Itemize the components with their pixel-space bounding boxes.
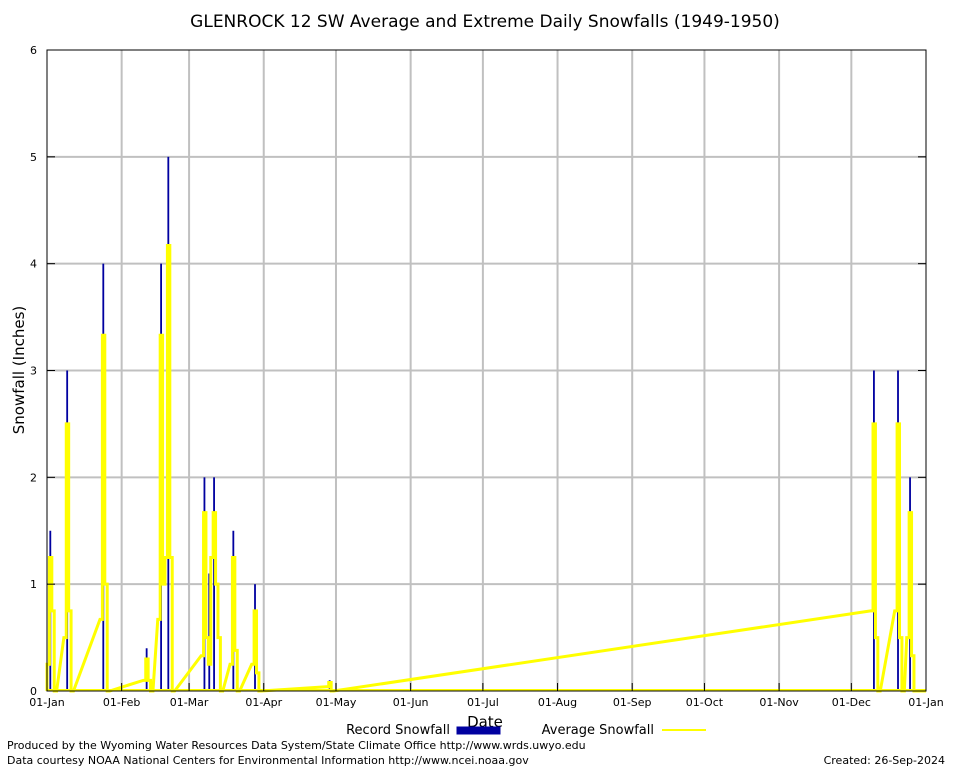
footer-produced-by: Produced by the Wyoming Water Resources … [7, 739, 586, 752]
legend-record-label: Record Snowfall [346, 723, 450, 738]
y-tick-label: 0 [30, 685, 37, 698]
y-tick-label: 3 [30, 365, 37, 378]
y-tick-label: 6 [30, 44, 37, 57]
y-tick-label: 4 [30, 258, 37, 271]
x-tick-label: 01-Jun [393, 696, 429, 709]
y-tick-label: 1 [30, 578, 37, 591]
x-tick-label: 01-May [316, 696, 357, 709]
y-axis-label: Snowfall (Inches) [10, 306, 28, 434]
x-tick-label: 01-Oct [686, 696, 724, 709]
chart-title: GLENROCK 12 SW Average and Extreme Daily… [190, 12, 780, 32]
legend-record-swatch [456, 726, 501, 735]
legend: Record Snowfall Average Snowfall [346, 723, 706, 738]
x-tick-label: 01-Jan [29, 696, 65, 709]
x-tick-label: 01-Jul [467, 696, 499, 709]
x-tick-label: 01-Dec [832, 696, 871, 709]
average-snowfall-line [45, 244, 926, 693]
record-snowfall-bar [213, 477, 215, 691]
x-tick-label: 01-Nov [759, 696, 799, 709]
footer-data-courtesy: Data courtesy NOAA National Centers for … [7, 754, 529, 767]
legend-average-label: Average Snowfall [542, 723, 654, 738]
x-tick-label: 01-Mar [170, 696, 209, 709]
y-tick-label: 5 [30, 151, 37, 164]
plot-frame [46, 49, 927, 692]
x-tick-label: 01-Jan [908, 696, 944, 709]
x-tick-label: 01-Aug [538, 696, 577, 709]
footer-created-date: Created: 26-Sep-2024 [823, 754, 945, 767]
x-tick-label: 01-Apr [245, 696, 282, 709]
x-tick-label: 01-Feb [103, 696, 140, 709]
x-tick-label: 01-Sep [613, 696, 652, 709]
record-snowfall-bar [208, 573, 211, 691]
y-tick-label: 2 [30, 471, 37, 484]
snowfall-chart: GLENROCK 12 SW Average and Extreme Daily… [10, 12, 944, 738]
